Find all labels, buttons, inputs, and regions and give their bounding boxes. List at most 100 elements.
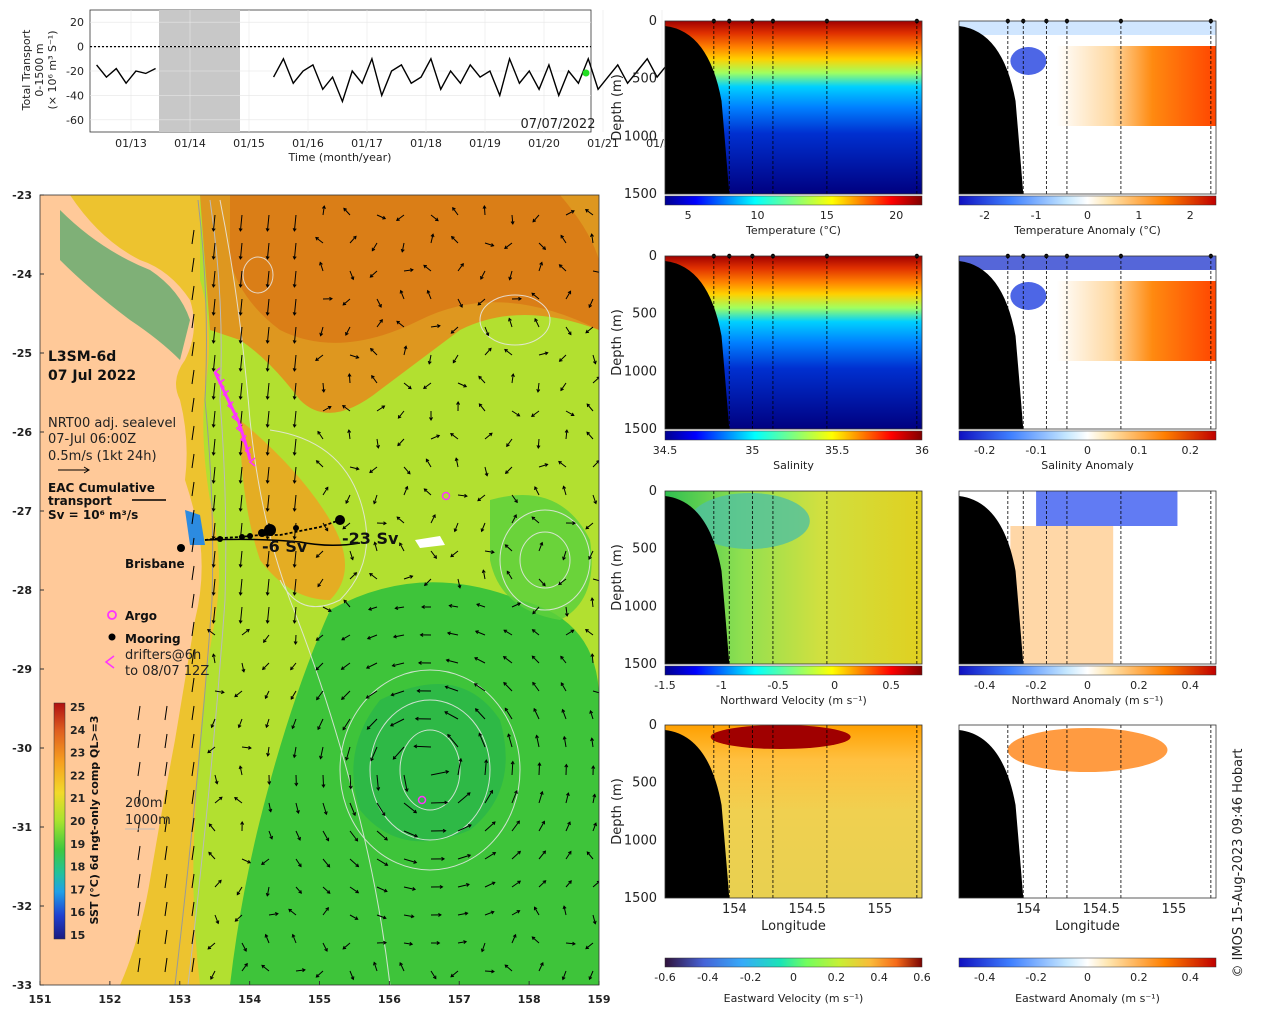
- transport-y-tick: -20: [66, 65, 84, 78]
- velocity-arrow-head: [590, 653, 595, 657]
- velocity-arrow: [395, 606, 405, 609]
- velocity-arrow-head: [508, 317, 512, 322]
- velocity-arrow: [484, 790, 493, 804]
- map-note-2: 07-Jul 06:00Z: [48, 432, 136, 447]
- velocity-arrow-head: [585, 329, 590, 334]
- velocity-arrow: [191, 285, 195, 301]
- velocity-arrow: [589, 970, 594, 980]
- velocity-arrow: [531, 410, 540, 417]
- velocity-arrow-head: [593, 822, 597, 827]
- velocity-arrow: [430, 771, 449, 776]
- drifter-marker: [244, 446, 252, 456]
- velocity-arrow-head: [410, 914, 415, 919]
- velocity-arrow-head: [432, 975, 437, 980]
- velocity-arrow: [290, 662, 297, 670]
- velocity-arrow: [341, 690, 351, 700]
- velocity-arrow-head: [504, 707, 509, 712]
- velocity-arrow: [349, 830, 358, 842]
- velocity-arrow-head: [265, 367, 270, 372]
- section-frame: [958, 20, 1217, 195]
- velocity-arrow: [397, 410, 405, 419]
- longitude-label: Longitude: [761, 919, 826, 934]
- velocity-arrow-head: [572, 941, 576, 946]
- velocity-arrow: [586, 851, 594, 860]
- velocity-arrow-head: [586, 431, 591, 436]
- velocity-arrow: [343, 599, 351, 608]
- velocity-arrow: [370, 746, 378, 761]
- velocity-arrow-head: [450, 973, 455, 978]
- velocity-arrow-head: [463, 493, 468, 498]
- map-y-ticks: -23 -24 -25 -26 -27 -28 -29 -30 -31 -32 -33: [12, 189, 44, 992]
- velocity-arrow-head: [292, 535, 297, 540]
- velocity-arrow-head: [406, 470, 411, 475]
- velocity-arrow: [214, 880, 222, 888]
- velocity-arrow: [484, 881, 496, 888]
- colorbar-tick: -0.4: [974, 971, 995, 984]
- velocity-arrow-head: [290, 666, 294, 671]
- velocity-arrow-head: [241, 668, 246, 673]
- velocity-arrow: [451, 236, 459, 244]
- velocity-arrow: [586, 431, 594, 440]
- velocity-arrow: [343, 208, 351, 216]
- velocity-arrow: [137, 817, 141, 833]
- velocity-arrow: [341, 634, 351, 641]
- velocity-arrow-head: [539, 261, 543, 266]
- velocity-arrow: [241, 942, 247, 952]
- sst-colorbar: [53, 702, 66, 940]
- velocity-arrow-head: [536, 445, 541, 449]
- velocity-arrow-head: [247, 859, 252, 864]
- velocity-arrow-head: [315, 974, 320, 978]
- velocity-arrow: [322, 206, 325, 216]
- velocity-arrow-head: [369, 469, 373, 474]
- section-panel: 0 500 1000 1500 Depth (m) 154 154.5 155 Longitud…: [610, 718, 931, 1005]
- velocity-arrow-head: [355, 466, 360, 471]
- velocity-arrow: [164, 789, 168, 805]
- drifter-marker: [248, 457, 256, 467]
- velocity-arrow: [511, 820, 520, 832]
- velocity-arrow-head: [325, 837, 330, 842]
- velocity-arrow: [367, 634, 378, 640]
- velocity-arrow-head: [458, 757, 463, 762]
- velocity-arrow: [239, 214, 243, 231]
- colorbar-tick: 0: [790, 971, 797, 984]
- velocity-arrow-head: [510, 760, 515, 765]
- velocity-arrow: [591, 653, 594, 664]
- colorbar-tick: 0.6: [913, 971, 931, 984]
- velocity-arrow-head: [342, 525, 347, 530]
- velocity-arrow: [585, 522, 594, 530]
- depth-tick: 500: [632, 542, 657, 557]
- velocity-arrow: [265, 934, 270, 944]
- velocity-arrow-head: [565, 792, 570, 797]
- velocity-arrow-head: [592, 920, 597, 925]
- section-colorbar: [958, 665, 1217, 676]
- map-x-tick: 156: [378, 993, 401, 1006]
- contour-label-200m: 200m: [125, 796, 162, 811]
- velocity-arrow: [316, 634, 324, 641]
- velocity-arrow-head: [504, 544, 509, 548]
- map-title: L3SM-6d: [48, 349, 116, 365]
- velocity-arrow-head: [315, 236, 319, 241]
- velocity-arrow: [506, 571, 513, 580]
- velocity-arrow-head: [352, 235, 357, 240]
- velocity-arrow: [532, 606, 540, 614]
- map-y-tick: -32: [12, 900, 32, 913]
- velocity-arrow-head: [211, 591, 216, 596]
- velocity-arrow-head: [355, 863, 360, 868]
- velocity-arrow: [532, 214, 540, 223]
- velocity-arrow-head: [506, 570, 511, 575]
- velocity-arrow-head: [419, 632, 424, 637]
- section-jet: [689, 493, 810, 549]
- velocity-arrow: [592, 376, 599, 384]
- velocity-arrow-head: [491, 821, 496, 826]
- velocity-arrow-head: [585, 629, 589, 633]
- velocity-arrow: [293, 746, 297, 758]
- velocity-arrow: [164, 761, 168, 777]
- velocity-arrow: [477, 494, 486, 502]
- velocity-arrow: [293, 326, 297, 343]
- velocity-arrow-head: [531, 936, 536, 941]
- colorbar-tick: 35.5: [825, 444, 850, 457]
- velocity-arrow: [293, 550, 297, 567]
- map-y-tick: -29: [12, 663, 32, 676]
- velocity-arrow-head: [444, 711, 449, 715]
- velocity-arrow: [191, 229, 195, 245]
